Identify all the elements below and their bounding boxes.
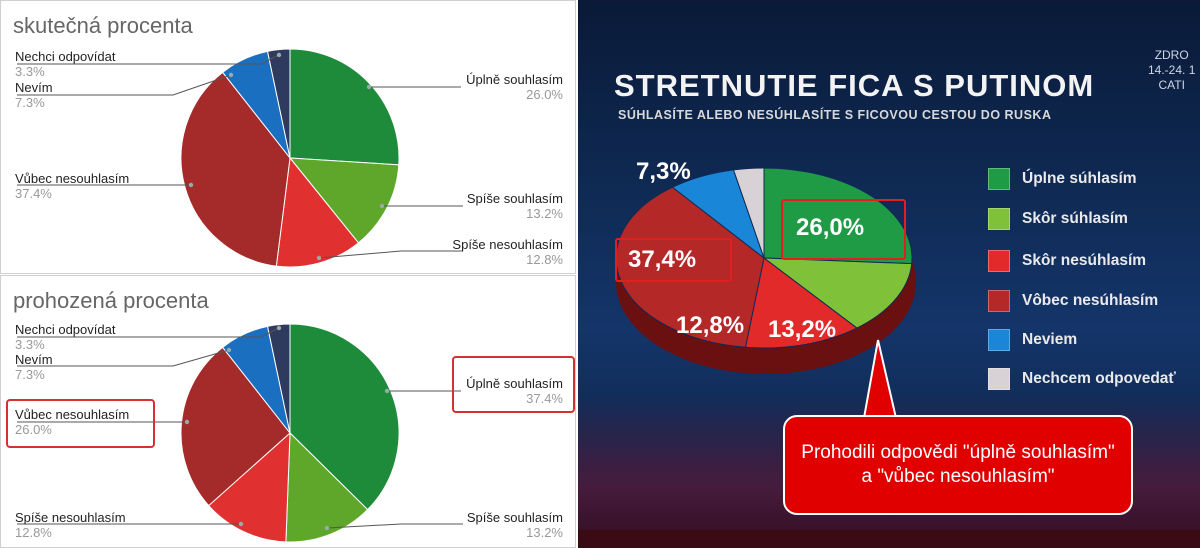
legend-swatch [988, 290, 1010, 312]
leader-nechci [17, 54, 280, 65]
legend-item-nechcem: Nechcem odpovedať [988, 366, 1176, 392]
tv-label-skor-nesuhlasim: 12,8% [676, 312, 745, 339]
pie-slice-1 [763, 167, 913, 265]
leader-dot [238, 521, 244, 527]
pie-slice-6 [266, 323, 291, 434]
legend-swatch [988, 368, 1010, 390]
label-nevim: Nevím 7.3% [15, 352, 53, 382]
leader-nevim [17, 349, 230, 367]
pie-slice-4 [615, 186, 765, 348]
legend-swatch [988, 208, 1010, 230]
pie-slice-2 [762, 257, 913, 329]
label-spise-nesouhlasim: Spíše nesouhlasím 12.8% [15, 510, 126, 540]
label-spise-souhlasim: Spíše souhlasím 13.2% [466, 191, 563, 221]
tv-title: STRETNUTIE FICA S PUTINOM [614, 68, 1095, 103]
panel-title: skutečná procenta [13, 13, 193, 38]
callout-box: Prohodili odpovědi "úplně souhlasím" a "… [783, 415, 1133, 515]
pie-slice-6 [732, 167, 765, 259]
label-spise-souhlasim: Spíše souhlasím 13.2% [466, 510, 563, 540]
label-spise-nesouhlasim: Spíše nesouhlasím 12.8% [452, 237, 563, 267]
tv-label-vobec: 37,4% [628, 246, 697, 273]
legend-item-vobec: Vôbec nesúhlasím [988, 288, 1158, 314]
leader-dot [366, 84, 372, 90]
tv-subtitle: SÚHLASÍTE ALEBO NESÚHLASÍTE S FICOVOU CE… [618, 108, 1052, 122]
bottom-ticker [578, 530, 1200, 548]
pie-chart-tv [615, 167, 916, 374]
swapped-percent-panel: prohozená procenta Nechci odpovídat 3.3% … [0, 275, 576, 548]
real-percent-panel: skutečná procenta Nechci odpovídat 3.3% N… [0, 0, 576, 274]
leader-dot [276, 325, 282, 331]
leader-dot [324, 525, 330, 531]
leader-dot [384, 388, 390, 394]
pie-slice-1 [289, 48, 400, 166]
leader-dot [379, 203, 385, 209]
leader-dot [316, 255, 322, 261]
leader-dot [226, 347, 232, 353]
label-vubec: Vůbec nesouhlasím 37.4% [15, 171, 130, 201]
legend-swatch [988, 329, 1010, 351]
leader-dot [276, 52, 282, 58]
leader-dot [228, 72, 234, 78]
highlight-box-uplne [452, 356, 575, 413]
pie-chart-swapped [17, 323, 463, 543]
tv-highlight-37 [615, 238, 732, 282]
label-nechci: Nechci odpovídat 3.3% [15, 322, 116, 352]
label-nechci: Nechci odpovídat 3.3% [15, 49, 116, 79]
pie-chart-real [17, 48, 463, 268]
leader-dot [184, 419, 190, 425]
label-nevim: Nevím 7.3% [15, 80, 53, 110]
legend-swatch [988, 250, 1010, 272]
pie-slice-4 [180, 71, 291, 267]
legend-item-skor-nesuhlasim: Skôr nesúhlasím [988, 248, 1146, 274]
legend-item-skor-suhlasim: Skôr súhlasím [988, 206, 1128, 232]
legend-item-neviem: Neviem [988, 327, 1077, 353]
leader-nevim [17, 74, 232, 96]
tv-label-uplne: 26,0% [796, 214, 865, 241]
pie-slice-4 [180, 346, 291, 507]
pie-slice-6 [266, 48, 291, 159]
tv-label-skor-suhlasim: 13,2% [768, 316, 837, 343]
tv-label-neviem: 7,3% [636, 158, 691, 185]
panel-title: prohozená procenta [13, 288, 209, 313]
legend-item-uplne: Úplne súhlasím [988, 166, 1137, 192]
leader-dot [188, 182, 194, 188]
leader-spise-souhlasim [326, 523, 463, 529]
source-note: ZDRO 14.-24. 1 CATI [1148, 48, 1196, 92]
label-vubec: Vůbec nesouhlasím 26.0% [15, 407, 130, 437]
highlight-box-vubec [6, 399, 155, 448]
pie-slice-3 [275, 156, 360, 268]
pie-slice-3 [744, 257, 858, 349]
legend-swatch [988, 168, 1010, 190]
pie-slice-3 [207, 431, 291, 543]
tv-highlight-26 [781, 199, 906, 260]
pie-slice-2 [288, 157, 400, 244]
label-uplne: Úplně souhlasím 26.0% [466, 72, 563, 102]
pie-slice-2 [285, 431, 369, 543]
leader-nechci [17, 327, 280, 338]
leader-spise-nesouhlasim [318, 250, 463, 259]
tv-screenshot-panel: ZDRO 14.-24. 1 CATI STRETNUTIE FICA S PUTI… [578, 0, 1200, 548]
label-uplne: Úplně souhlasím 37.4% [466, 376, 563, 406]
